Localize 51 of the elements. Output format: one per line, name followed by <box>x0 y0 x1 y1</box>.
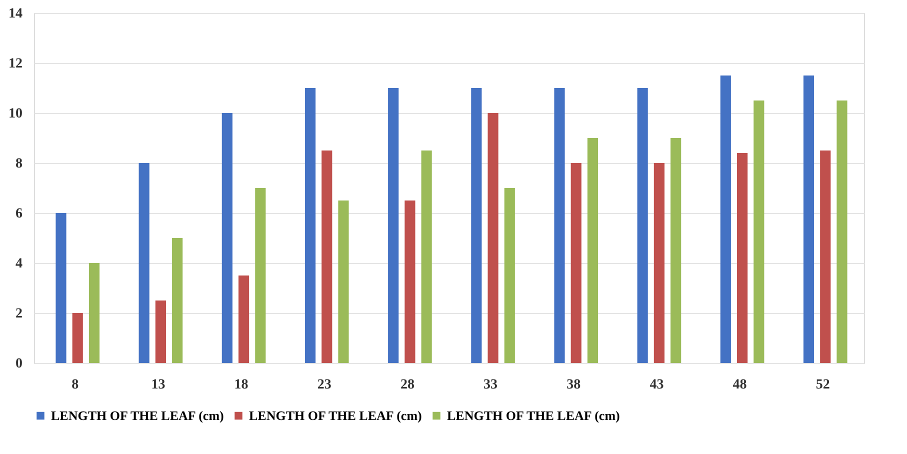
bar <box>72 313 83 363</box>
bar <box>155 300 166 363</box>
bar <box>554 88 565 363</box>
x-tick-label: 8 <box>72 378 79 392</box>
legend-label: LENGTH OF THE LEAF (cm) <box>51 408 224 423</box>
bar <box>570 163 582 363</box>
bar <box>304 88 316 363</box>
x-tick-label: 48 <box>732 378 747 392</box>
bar <box>56 213 66 363</box>
bar <box>504 188 515 363</box>
legend-label: LENGTH OF THE LEAF (cm) <box>249 408 422 423</box>
bar <box>803 76 814 363</box>
x-tick-label: 38 <box>566 378 581 392</box>
x-tick-label: 52 <box>816 378 830 392</box>
legend-label: LENGTH OF THE LEAF (cm) <box>447 408 620 423</box>
y-tick-label: 0 <box>16 356 22 372</box>
bar <box>88 263 100 363</box>
bar <box>736 153 748 363</box>
bar <box>670 138 682 363</box>
y-tick-label: 2 <box>16 306 22 322</box>
bar <box>754 100 764 363</box>
x-tick-label: 43 <box>650 378 664 392</box>
bar <box>587 138 598 363</box>
y-tick-label: 14 <box>8 6 22 22</box>
bar <box>255 188 266 363</box>
y-tick-label: 10 <box>8 106 22 122</box>
bar <box>388 88 399 363</box>
x-tick-label: 33 <box>484 378 498 392</box>
y-tick-label: 8 <box>16 156 22 172</box>
bar <box>836 100 848 363</box>
bar <box>488 113 498 363</box>
x-tick-label: 28 <box>400 378 414 392</box>
bar <box>820 150 831 363</box>
y-tick-label: 4 <box>16 256 22 272</box>
x-tick-label: 18 <box>234 378 248 392</box>
bar <box>138 163 150 363</box>
y-tick-label: 12 <box>8 56 22 72</box>
bar <box>222 113 232 363</box>
x-tick-label: 13 <box>151 378 166 392</box>
bar <box>654 163 664 363</box>
bar <box>238 276 250 363</box>
x-tick-label: 23 <box>317 378 332 392</box>
bar <box>322 150 332 363</box>
y-tick-label: 6 <box>16 206 22 222</box>
bar <box>471 88 482 363</box>
bar <box>172 238 183 363</box>
bar <box>720 76 731 363</box>
bar <box>421 150 432 363</box>
bar <box>338 200 349 363</box>
bar <box>637 88 648 363</box>
bar <box>404 200 416 363</box>
